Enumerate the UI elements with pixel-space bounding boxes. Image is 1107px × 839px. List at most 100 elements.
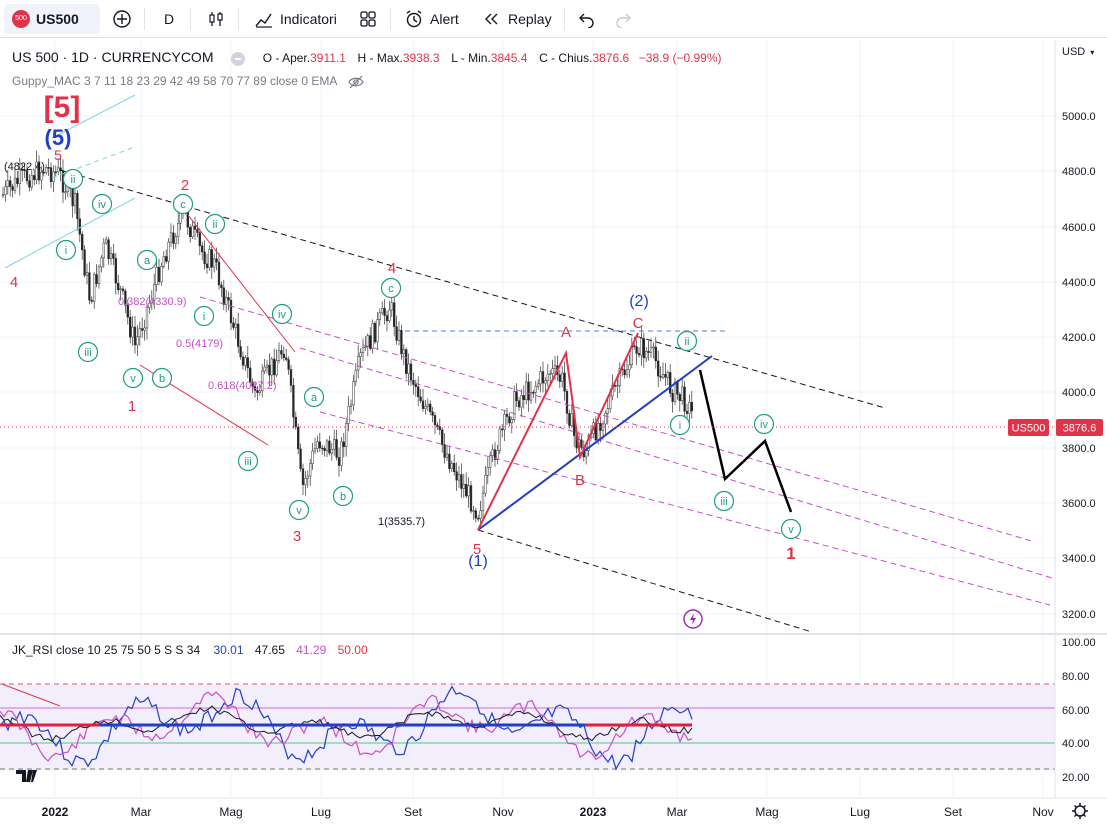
candle-body: [462, 484, 465, 489]
gear-icon[interactable]: [1072, 803, 1088, 819]
candle-body: [417, 386, 420, 398]
candle-body: [352, 381, 355, 406]
eye-off-icon[interactable]: [348, 75, 364, 89]
wave-circle: [62, 168, 84, 190]
candle-body: [503, 413, 506, 430]
wave-circle-label-c_iv: iv: [98, 199, 106, 211]
candle-body: [78, 218, 81, 235]
chart-area[interactable]: [5] (5) 5 (4822.4) 4 2 1 3 4 5 (1) (2) A B C 1 0.382(433…: [0, 38, 1107, 839]
price-axis[interactable]: 5000.0 4800.0 4600.0 4400.0 4200.0 4000.0 3800…: [1062, 111, 1096, 621]
candle-body: [292, 385, 295, 418]
chart-title[interactable]: US 500 · 1D · CURRENCYCOM: [12, 49, 214, 65]
candle-body: [357, 356, 360, 371]
candle-body: [553, 365, 557, 369]
chart-drawings: [0, 94, 1055, 632]
candle-body: [232, 322, 235, 328]
high-value: 3938.3: [402, 51, 440, 65]
candle-body: [412, 379, 415, 385]
compare-button[interactable]: [108, 4, 136, 34]
candle-body: [604, 413, 607, 425]
candle-body: [258, 390, 261, 393]
rsi-axis-label: 80.00: [1062, 671, 1090, 683]
candle-body: [121, 288, 125, 292]
change-value: −38.9 (−0.99%): [638, 51, 722, 65]
candle-body: [652, 346, 655, 349]
candle-body: [337, 457, 341, 466]
rsi-axis[interactable]: 100.00 80.00 60.00 40.00 20.00: [1062, 637, 1096, 784]
indicator-legend[interactable]: Guppy_MAC 3 7 11 18 23 29 42 49 58 70 77…: [12, 74, 364, 89]
lightning-icon[interactable]: [683, 609, 703, 629]
candle-body: [616, 385, 619, 387]
rsi-legend[interactable]: JK_RSI close 10 25 75 50 5 S S 34 30.01 …: [12, 643, 368, 657]
wave-circle-label-c_ii: ii: [213, 219, 218, 231]
candle-body: [431, 411, 434, 416]
candle-body: [33, 175, 36, 180]
hide-legend-button[interactable]: [231, 51, 246, 66]
wave-label-w1_paren: (1): [468, 553, 488, 570]
candle-body: [541, 371, 545, 384]
candle-body: [390, 302, 393, 311]
candle-body: [657, 360, 660, 377]
candle-body: [481, 492, 485, 512]
candlestick-series: [1, 150, 693, 529]
candle-body: [402, 349, 405, 355]
replay-label: Replay: [508, 11, 552, 27]
candle-body: [294, 416, 297, 428]
candle-body: [81, 234, 84, 251]
interval-button[interactable]: D: [156, 4, 182, 34]
candles-icon: [209, 12, 223, 26]
candle-body: [155, 266, 158, 285]
candle-body: [445, 453, 449, 458]
symbol-search-button[interactable]: 500 US500: [4, 4, 100, 34]
chart-type-button[interactable]: [202, 4, 230, 34]
wave-label-w3: 3: [293, 528, 301, 545]
wave-circle-label-c_v: v: [788, 524, 794, 536]
candle-body: [568, 413, 571, 426]
layouts-button[interactable]: [354, 4, 382, 34]
candle-body: [671, 393, 674, 402]
candle-body: [76, 192, 79, 220]
candle-body: [83, 249, 86, 276]
wave-circle-label-c_iii: iii: [84, 347, 91, 359]
candle-body: [666, 372, 669, 378]
wave-circle-label-c_iv: iv: [278, 309, 286, 321]
wave-label-B: B: [575, 472, 585, 489]
candle-body: [407, 363, 410, 374]
candle-body: [265, 364, 269, 368]
candle-body: [474, 510, 477, 519]
chart-grid: [0, 40, 1055, 798]
indicators-button[interactable]: Indicatori: [250, 4, 342, 34]
rsi-red-diagonal: [1, 683, 61, 707]
rsi-line: [0, 705, 693, 742]
candle-body: [117, 282, 120, 291]
time-axis-label: Nov: [1032, 805, 1053, 819]
replay-button[interactable]: Replay: [480, 4, 556, 34]
price-chart[interactable]: [5](5)5(4822.4)421345(1)(2)ABC10.382(433…: [0, 38, 1107, 839]
tradingview-logo[interactable]: [16, 770, 37, 782]
candle-body: [153, 284, 156, 301]
candle-body: [527, 381, 530, 401]
candle-body: [109, 253, 113, 260]
alert-button[interactable]: Alert: [402, 4, 468, 34]
candle-body: [508, 416, 511, 424]
candle-body: [534, 385, 537, 393]
candle-body: [438, 426, 441, 431]
price-axis-label: 4600.0: [1062, 222, 1096, 234]
cyan-channel-top: [51, 94, 136, 139]
candle-body: [678, 394, 681, 401]
undo-button[interactable]: [574, 4, 600, 34]
candle-body: [366, 335, 369, 347]
currency-selector[interactable]: USD ▾: [1062, 46, 1094, 58]
candle-body: [565, 391, 569, 414]
open-value: 3911.1: [310, 51, 346, 65]
wave-circle-label-c_v: v: [296, 505, 302, 517]
candle-body: [23, 169, 26, 172]
candle-body: [100, 257, 103, 268]
chevron-down-icon: ▾: [1090, 48, 1095, 57]
wave-circle-label-c_b: b: [340, 491, 346, 503]
redo-button[interactable]: [610, 4, 636, 34]
candle-body: [640, 338, 643, 356]
time-axis[interactable]: 2022 Mar Mag Lug Set Nov 2023 Mar Mag Lug Set Nov: [42, 805, 1054, 819]
wave-circle: [91, 193, 113, 215]
wave-circle: [669, 414, 691, 436]
